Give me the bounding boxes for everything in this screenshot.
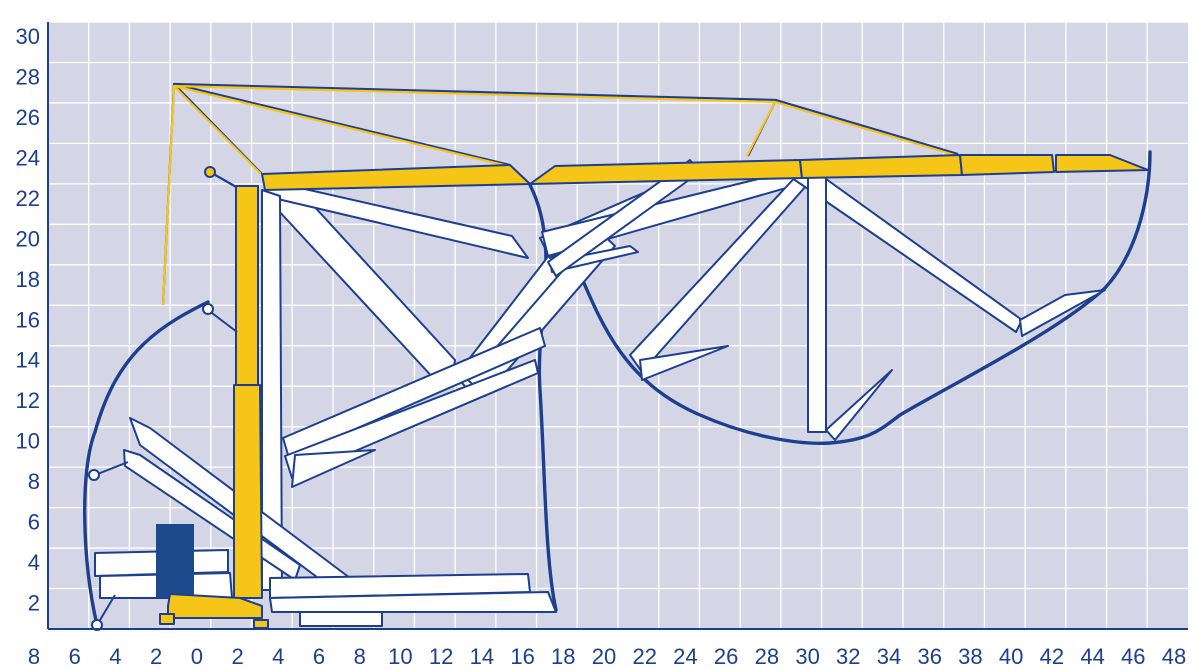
- rear-struts: [88, 303, 238, 631]
- x-tick-label: 8: [28, 644, 40, 669]
- x-tick-label: 6: [313, 644, 325, 669]
- guy-rope-outline: [775, 98, 959, 156]
- y-tick-label: 12: [16, 388, 40, 413]
- boom-arm: [825, 369, 893, 441]
- y-tick-label: 28: [16, 64, 40, 89]
- boom-arm: [284, 359, 539, 479]
- guy-rope: [173, 84, 509, 168]
- x-tick-label: 16: [510, 644, 534, 669]
- x-tick-label: 14: [470, 644, 494, 669]
- guy-rope: [774, 100, 959, 158]
- y-tick-label: 2: [28, 591, 40, 616]
- x-tick-label: 2: [150, 644, 162, 669]
- y-tick-label: 20: [16, 226, 40, 251]
- x-tick-label: 44: [1080, 644, 1104, 669]
- jib-section: [799, 154, 963, 179]
- y-tick-label: 16: [16, 307, 40, 332]
- x-tick-label: 24: [673, 644, 697, 669]
- rear-envelope-curve: [83, 300, 210, 627]
- x-tick-label: 0: [191, 644, 203, 669]
- x-tick-label: 4: [272, 644, 284, 669]
- crane-body: [156, 166, 269, 629]
- y-tick-label: 24: [16, 145, 40, 170]
- x-tick-label: 28: [755, 644, 779, 669]
- x-tick-label: 4: [109, 644, 121, 669]
- x-tick-label: 10: [388, 644, 412, 669]
- x-tick-label: 40: [999, 644, 1023, 669]
- x-axis-ticks: 8 6 4 2 0 2 4 6 8 10 12 14 16 18 20 22 24 26 28 30 32 34 36 38 4…: [28, 644, 1186, 669]
- x-tick-label: 2: [231, 644, 243, 669]
- mast-lower: [233, 384, 263, 599]
- y-tick-label: 30: [16, 24, 40, 49]
- boom-arm: [639, 345, 729, 381]
- mast-upper: [235, 185, 259, 386]
- x-tick-label: 34: [877, 644, 901, 669]
- boom-arm: [807, 174, 827, 433]
- horizontal-jib: [261, 154, 1149, 191]
- x-tick-label: 48: [1162, 644, 1186, 669]
- boom-arm: [1019, 289, 1106, 337]
- x-tick-label: 8: [354, 644, 366, 669]
- y-tick-label: 8: [28, 469, 40, 494]
- x-tick-label: 18: [551, 644, 575, 669]
- x-tick-label: 36: [917, 644, 941, 669]
- boom-arm: [282, 327, 546, 459]
- x-tick-label: 22: [632, 644, 656, 669]
- boom-arm: [299, 611, 383, 627]
- outrigger-pad: [159, 613, 175, 625]
- x-tick-label: 46: [1121, 644, 1145, 669]
- boom-arm: [291, 449, 376, 488]
- x-tick-label: 30: [795, 644, 819, 669]
- y-tick-label: 6: [28, 510, 40, 535]
- rear-strut: [94, 461, 129, 476]
- jib-section: [1055, 154, 1149, 173]
- x-tick-label: 26: [714, 644, 738, 669]
- x-tick-label: 6: [69, 644, 81, 669]
- guy-rope-outline: [173, 82, 511, 167]
- rear-strut: [207, 309, 238, 333]
- front-envelope-curve: [570, 150, 1152, 445]
- counterweight: [156, 524, 194, 598]
- x-tick-label: 12: [429, 644, 453, 669]
- x-tick-label: 32: [836, 644, 860, 669]
- pivot-pin: [202, 303, 214, 315]
- y-tick-label: 14: [16, 348, 40, 373]
- y-tick-label: 22: [16, 186, 40, 211]
- crane-base: [167, 593, 263, 619]
- boom-arm: [269, 591, 557, 613]
- x-tick-label: 38: [958, 644, 982, 669]
- y-tick-label: 10: [16, 429, 40, 454]
- y-tick-label: 4: [28, 550, 40, 575]
- guy-ropes: [161, 82, 959, 306]
- pivot-pin: [88, 469, 100, 481]
- y-tick-label: 26: [16, 105, 40, 130]
- x-tick-label: 20: [592, 644, 616, 669]
- jib-pivot-pin: [204, 166, 216, 178]
- y-tick-label: 18: [16, 267, 40, 292]
- jib-section: [959, 154, 1055, 176]
- x-tick-label: 42: [1040, 644, 1064, 669]
- outrigger-pad: [253, 619, 269, 629]
- boom-positions: [94, 159, 1106, 627]
